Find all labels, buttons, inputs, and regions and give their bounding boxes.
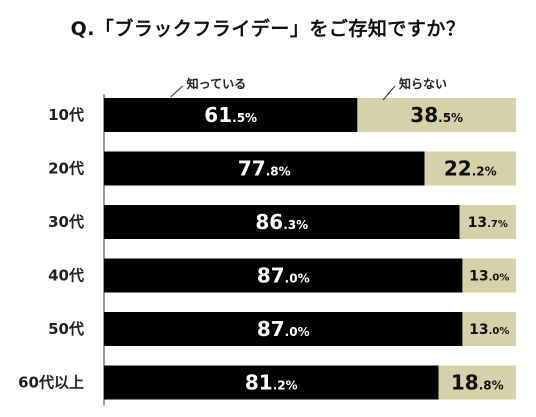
data-label: 22.2% [444,157,497,181]
bar-dont-know [424,151,516,186]
legend-know: 知っている [186,76,246,91]
bar-know [104,312,463,346]
bar-know [104,151,425,186]
data-label: 61.5% [204,103,257,127]
legend-dont-know: 知らない [398,76,447,91]
category-label: 10代 [48,106,84,124]
data-label: 13.0% [469,269,509,285]
legend-leader-know [170,85,184,98]
legend-leader-dont-know [382,85,396,101]
bar-know [104,205,460,239]
chart-title: Q.「ブラックフライデー」をご存知ですか？ [70,18,466,40]
bar-know [104,258,463,293]
category-label: 60代以上 [18,374,84,392]
data-label: 38.5% [410,103,463,127]
bar-dont-know [462,258,516,293]
data-label: 87.0% [257,264,310,288]
bar-dont-know [438,365,516,400]
category-label: 40代 [48,267,84,285]
data-label: 81.2% [245,371,298,395]
data-label: 13.7% [468,215,508,231]
bar-know [104,98,358,132]
data-label: 18.8% [451,371,504,395]
data-label: 13.0% [469,322,509,338]
bar-dont-know [459,205,516,239]
data-label: 77.8% [238,157,291,181]
bar-dont-know [357,98,516,132]
category-label: 30代 [48,213,84,231]
bar-know [104,365,439,400]
data-label: 87.0% [257,317,310,341]
category-label: 50代 [48,320,84,338]
category-label: 20代 [48,160,84,178]
bar-dont-know [462,312,516,346]
data-label: 86.3% [255,210,308,234]
